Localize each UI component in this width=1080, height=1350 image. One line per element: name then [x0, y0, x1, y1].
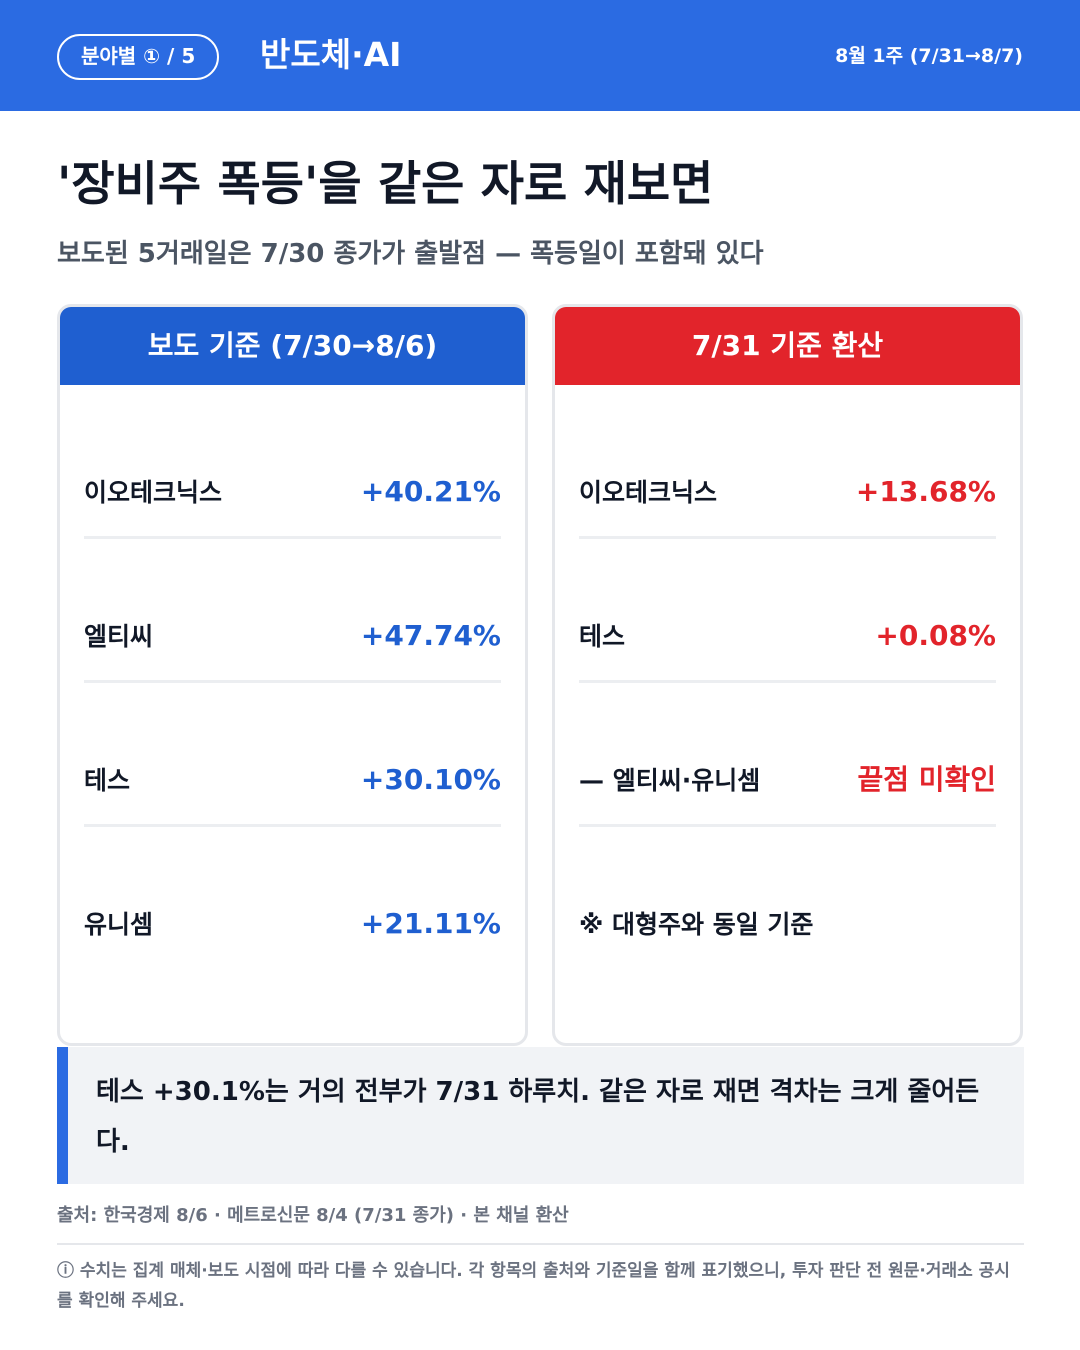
stock-name: 테스 — [84, 766, 131, 795]
converted-basis-list: 이오테크닉스 +13.68% 테스 +0.08% — 엘티씨·유니셈 끝점 미확… — [579, 419, 996, 995]
converted-basis-card-title: 7/31 기준 환산 — [555, 307, 1020, 385]
top-banner: 분야별 ① / 5 반도체·AI 8월 1주 (7/31→8/7) — [0, 0, 1080, 111]
stock-return: +40.21% — [360, 475, 501, 508]
list-item: 유니셈 +21.11% — [84, 851, 501, 995]
stock-name: 테스 — [579, 622, 626, 651]
stock-return: +13.68% — [855, 475, 996, 508]
basis-note: ※ 대형주와 동일 기준 — [579, 910, 814, 939]
category-title: 반도체·AI — [260, 35, 402, 74]
stock-return: +30.10% — [360, 763, 501, 796]
page-subtitle: 보도된 5거래일은 7/30 종가가 출발점 — 폭등일이 포함돼 있다 — [57, 239, 764, 269]
reported-basis-card-title: 보도 기준 (7/30→8/6) — [60, 307, 525, 385]
list-item: 엘티씨 +47.74% — [84, 563, 501, 707]
source-line: 출처: 한국경제 8/6 · 메트로신문 8/4 (7/31 종가) · 본 채… — [57, 1205, 569, 1226]
stock-name: — 엘티씨·유니셈 — [579, 766, 761, 795]
disclaimer-text: ⓘ 수치는 집계 매체·보도 시점에 따라 다를 수 있습니다. 각 항목의 출… — [57, 1261, 1010, 1311]
callout-text: 테스 +30.1%는 거의 전부가 7/31 하루치. 같은 자로 재면 격차는… — [96, 1077, 980, 1157]
reported-basis-list: 이오테크닉스 +40.21% 엘티씨 +47.74% 테스 +30.10% 유니… — [84, 419, 501, 995]
callout-box: 테스 +30.1%는 거의 전부가 7/31 하루치. 같은 자로 재면 격차는… — [57, 1047, 1024, 1184]
page-title: '장비주 폭등'을 같은 자로 재보면 — [57, 157, 714, 212]
reported-basis-card: 보도 기준 (7/30→8/6) 이오테크닉스 +40.21% 엘티씨 +47.… — [57, 304, 528, 1046]
stock-status: 끝점 미확인 — [857, 763, 996, 796]
list-item: 테스 +30.10% — [84, 707, 501, 851]
list-item: ※ 대형주와 동일 기준 — [579, 851, 996, 995]
category-pill[interactable]: 분야별 ① / 5 — [57, 34, 220, 80]
date-range: 8월 1주 (7/31→8/7) — [835, 45, 1023, 67]
stock-return: +47.74% — [360, 619, 501, 652]
divider — [57, 1243, 1024, 1245]
stock-return: +0.08% — [875, 619, 996, 652]
stock-name: 이오테크닉스 — [84, 478, 223, 507]
list-item: — 엘티씨·유니셈 끝점 미확인 — [579, 707, 996, 851]
stock-name: 유니셈 — [84, 910, 154, 939]
stock-name: 이오테크닉스 — [579, 478, 718, 507]
list-item: 테스 +0.08% — [579, 563, 996, 707]
stock-return: +21.11% — [360, 907, 501, 940]
stock-name: 엘티씨 — [84, 622, 154, 651]
list-item: 이오테크닉스 +13.68% — [579, 419, 996, 563]
converted-basis-card: 7/31 기준 환산 이오테크닉스 +13.68% 테스 +0.08% — 엘티… — [552, 304, 1023, 1046]
list-item: 이오테크닉스 +40.21% — [84, 419, 501, 563]
